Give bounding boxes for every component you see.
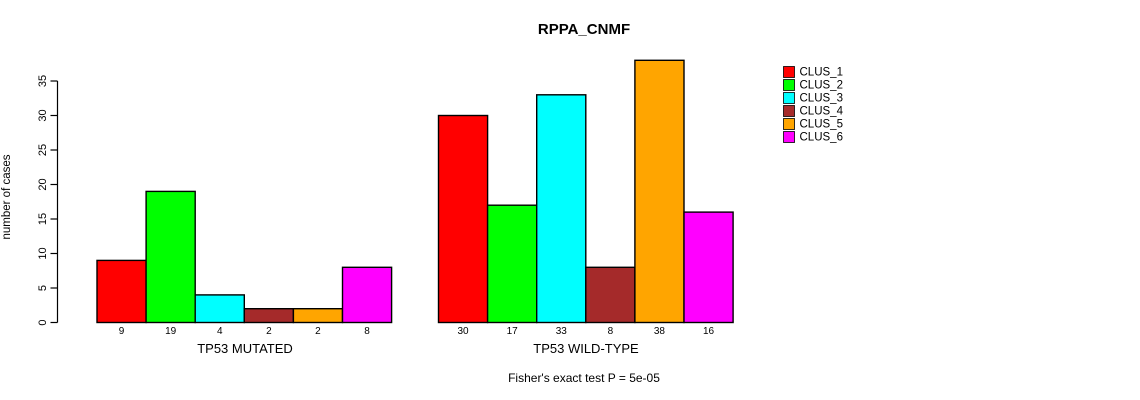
legend-swatch xyxy=(783,79,795,91)
bar-clus_1 xyxy=(437,114,489,324)
legend-swatch xyxy=(783,105,795,117)
bar-value-label: 16 xyxy=(703,326,715,337)
bar-value-label: 9 xyxy=(119,326,125,337)
bars: 9 19 4 2 2 8 30 17 33 8 38 16 xyxy=(96,59,734,337)
y-tick-label: 25 xyxy=(37,144,49,156)
bar-clus_3 xyxy=(194,294,245,324)
bar-value-label: 38 xyxy=(654,326,666,337)
bar-clus_1 xyxy=(96,259,147,324)
bar-value-label: 33 xyxy=(556,326,568,337)
y-axis: 0 5 10 15 20 25 30 35 xyxy=(37,75,59,326)
bar-clus_5 xyxy=(292,308,344,324)
bar-clus_6 xyxy=(341,266,393,324)
bar-value-label: 8 xyxy=(364,326,370,337)
legend-label: CLUS_5 xyxy=(800,119,843,131)
bar-value-label: 8 xyxy=(608,326,614,337)
bar-value-label: 2 xyxy=(315,326,321,337)
legend-item: CLUS_6 xyxy=(783,131,843,144)
y-tick-label: 35 xyxy=(37,75,49,87)
bar-clus_4 xyxy=(243,308,295,324)
bar-value-label: 30 xyxy=(457,326,469,337)
bar-value-label: 4 xyxy=(217,326,223,337)
legend-label: CLUS_1 xyxy=(800,67,843,79)
legend-swatch xyxy=(783,118,795,130)
legend-item: CLUS_2 xyxy=(783,79,843,92)
legend-item: CLUS_3 xyxy=(783,92,843,105)
bar-value-label: 17 xyxy=(507,326,519,337)
bar-clus_2 xyxy=(486,204,538,324)
legend-label: CLUS_2 xyxy=(800,80,843,92)
legend-swatch xyxy=(783,66,795,78)
bar-clus_5 xyxy=(634,59,685,324)
legend-item: CLUS_1 xyxy=(783,66,843,79)
legend-item: CLUS_5 xyxy=(783,118,843,131)
y-tick-label: 15 xyxy=(37,213,49,225)
y-axis-label: number of cases xyxy=(1,154,13,239)
group-label-wildtype: TP53 WILD-TYPE xyxy=(533,341,639,356)
bar-value-label: 19 xyxy=(165,326,177,337)
y-tick-label: 10 xyxy=(37,247,49,259)
y-tick-label: 20 xyxy=(37,178,49,190)
legend-label: CLUS_3 xyxy=(800,93,843,105)
legend-item: CLUS_4 xyxy=(783,105,844,118)
bar-clus_2 xyxy=(145,190,196,324)
chart-title: RPPA_CNMF xyxy=(538,21,630,38)
legend-swatch xyxy=(783,131,795,143)
y-tick-label: 30 xyxy=(37,109,49,121)
group-label-mutated: TP53 MUTATED xyxy=(197,341,293,356)
y-tick-label: 5 xyxy=(37,285,49,291)
legend-label: CLUS_4 xyxy=(800,106,844,118)
bar-value-label: 2 xyxy=(266,326,272,337)
footnote: Fisher's exact test P = 5e-05 xyxy=(508,371,660,385)
bar-clus_6 xyxy=(683,211,734,324)
bar-clus_3 xyxy=(536,94,587,324)
bar-clus_4 xyxy=(585,266,636,324)
legend-swatch xyxy=(783,92,795,104)
y-tick-label: 0 xyxy=(37,319,49,325)
legend-label: CLUS_6 xyxy=(800,132,843,144)
